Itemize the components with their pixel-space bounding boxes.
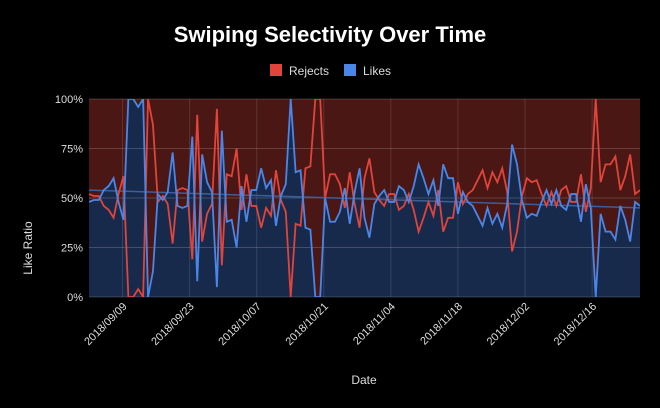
legend-label-likes: Likes xyxy=(363,64,391,78)
x-tick-label: 2018/12/16 xyxy=(552,301,599,348)
x-axis-ticks: 2018/09/09 2018/09/23 2018/10/07 2018/10/21… xyxy=(82,301,599,348)
legend-swatch-rejects xyxy=(270,64,282,76)
y-tick-label: 100% xyxy=(55,94,83,106)
likes-area xyxy=(89,99,640,297)
y-axis-label: Like Ratio xyxy=(21,221,35,275)
x-tick-label: 2018/11/18 xyxy=(418,301,465,348)
chart-title: Swiping Selectivity Over Time xyxy=(174,22,487,47)
x-tick-label: 2018/10/21 xyxy=(283,301,330,348)
legend: Rejects Likes xyxy=(270,64,391,78)
plot-area xyxy=(88,98,641,298)
x-tick-label: 2018/11/04 xyxy=(351,301,398,348)
likes-line xyxy=(89,99,640,297)
rejects-line xyxy=(89,99,640,297)
y-axis-ticks: 0% 25% 50% 75% 100% xyxy=(55,94,83,304)
legend-swatch-likes xyxy=(344,64,356,76)
trendline xyxy=(88,189,641,209)
y-tick-label: 50% xyxy=(61,193,83,205)
y-tick-label: 75% xyxy=(61,144,83,156)
x-tick-label: 2018/10/07 xyxy=(216,301,263,348)
x-tick-label: 2018/09/23 xyxy=(149,301,196,348)
x-axis-label: Date xyxy=(351,373,377,387)
x-tick-label: 2018/12/02 xyxy=(485,301,532,348)
legend-label-rejects: Rejects xyxy=(289,64,329,78)
x-tick-label: 2018/09/09 xyxy=(82,301,129,348)
y-tick-label: 0% xyxy=(67,292,83,304)
y-tick-label: 25% xyxy=(61,243,83,255)
